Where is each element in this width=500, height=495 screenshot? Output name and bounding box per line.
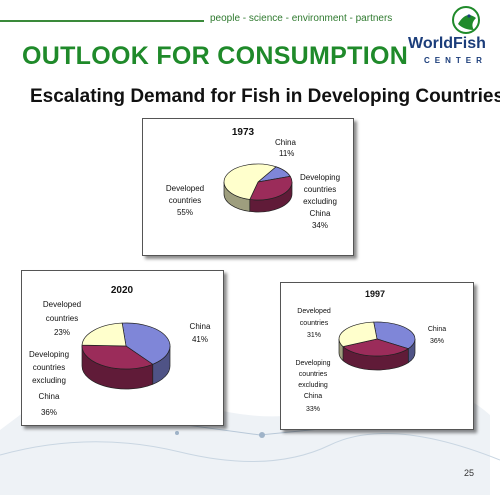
svg-text:33%: 33% xyxy=(306,406,320,413)
chart-1997-label-developed: Developed countries 31% xyxy=(297,308,331,339)
header-rule xyxy=(0,20,204,22)
page-number: 25 xyxy=(464,468,475,478)
svg-text:countries: countries xyxy=(304,185,336,194)
chart-1973-label-developing: Developing countries excluding China 34% xyxy=(300,173,340,230)
chart-2020-title: 2020 xyxy=(111,285,134,296)
slide-title: OUTLOOK FOR CONSUMPTION xyxy=(22,42,409,70)
svg-text:Developed: Developed xyxy=(297,308,331,315)
svg-text:excluding: excluding xyxy=(32,376,66,385)
chart-2020-slice-china xyxy=(121,322,171,365)
chart-1973-panel: 1973 China 11% Developing countries excl… xyxy=(142,118,354,256)
svg-text:36%: 36% xyxy=(41,408,57,417)
svg-text:countries: countries xyxy=(300,320,329,327)
svg-text:China: China xyxy=(310,209,331,218)
chart-2020-slice-developed xyxy=(81,322,127,347)
chart-1997-title: 1997 xyxy=(365,289,385,299)
svg-text:China: China xyxy=(190,322,211,331)
svg-text:Developing: Developing xyxy=(295,360,330,367)
svg-text:11%: 11% xyxy=(279,149,294,158)
chart-2020-label-developed: Developed countries 23% xyxy=(43,300,81,337)
svg-text:23%: 23% xyxy=(54,328,70,337)
fish-icon xyxy=(452,6,480,34)
svg-text:excluding: excluding xyxy=(303,197,337,206)
svg-text:China: China xyxy=(275,138,296,147)
svg-text:31%: 31% xyxy=(307,332,321,339)
chart-1973-slice-developed xyxy=(223,163,277,200)
svg-text:Developing: Developing xyxy=(300,173,340,182)
svg-text:55%: 55% xyxy=(177,208,193,217)
svg-text:Developing: Developing xyxy=(29,350,69,359)
chart-2020-label-china: China 41% xyxy=(190,322,211,344)
chart-1973-label-developed: Developed countries 55% xyxy=(166,184,204,217)
chart-2020-label-developing: Developing countries excluding China 36% xyxy=(29,350,69,417)
chart-2020-panel: 2020 China 41% Developing countries excl… xyxy=(21,270,224,426)
svg-text:China: China xyxy=(304,393,322,400)
svg-text:China: China xyxy=(428,326,446,333)
chart-1997-label-china: China 36% xyxy=(428,326,446,345)
chart-1973-slice-developing xyxy=(249,175,293,201)
tagline: people - science - environment - partner… xyxy=(210,13,393,24)
logo-name: WorldFish xyxy=(408,35,486,52)
svg-text:Developed: Developed xyxy=(166,184,204,193)
chart-1973-title: 1973 xyxy=(232,127,255,138)
svg-text:36%: 36% xyxy=(430,338,444,345)
worldfish-logo: WorldFish CENTER xyxy=(400,4,496,74)
chart-1973-label-china: China 11% xyxy=(275,138,296,158)
slide-subtitle: Escalating Demand for Fish in Developing… xyxy=(30,86,500,107)
svg-text:countries: countries xyxy=(169,196,201,205)
svg-text:excluding: excluding xyxy=(298,382,328,389)
chart-1997-slice-developed xyxy=(338,321,378,347)
svg-text:34%: 34% xyxy=(312,221,328,230)
svg-text:Developed: Developed xyxy=(43,300,81,309)
svg-text:countries: countries xyxy=(46,314,78,323)
svg-text:countries: countries xyxy=(299,371,328,378)
logo-sub: CENTER xyxy=(424,56,487,65)
svg-text:China: China xyxy=(39,392,60,401)
svg-text:countries: countries xyxy=(33,363,65,372)
chart-1997-panel: 1997 China 36% Developing countries excl… xyxy=(280,282,474,430)
chart-2020-slice-developing xyxy=(81,344,154,370)
chart-1997-label-developing: Developing countries excluding China 33% xyxy=(295,360,330,413)
svg-text:41%: 41% xyxy=(192,335,208,344)
chart-1997-slice-china xyxy=(373,321,416,350)
